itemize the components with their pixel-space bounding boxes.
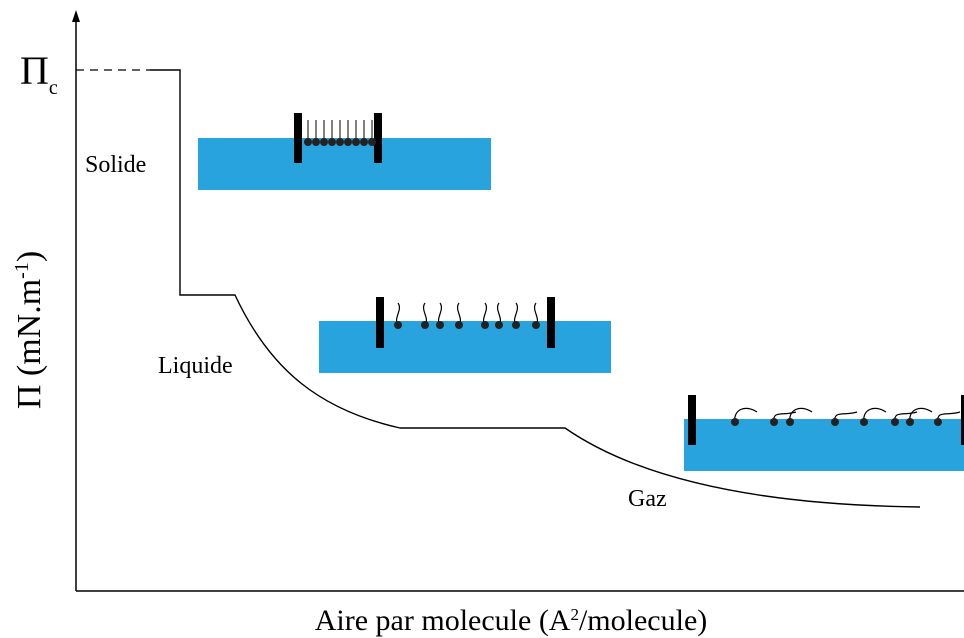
head [344,138,352,146]
head [495,321,503,329]
barrier [547,297,555,348]
label-main: Aire par molecule (A [315,604,571,637]
phase-label: Solide [85,152,146,178]
label-main: Π (mN.m [11,279,48,409]
head [421,321,429,329]
head [831,418,839,426]
head [934,418,942,426]
head [891,418,899,426]
superscript: -1 [11,262,33,279]
head [394,321,402,329]
barrier [376,297,384,348]
phase-label: Liquide [158,353,233,379]
gas-phase-illustration [684,395,964,471]
liquid-phase-illustration [319,297,611,373]
critical-pressure-label: Πc [20,48,58,99]
head [436,321,444,329]
y-axis-label: Π (mN.m-1) [11,251,48,409]
label-end: ) [11,251,48,262]
head [352,138,360,146]
head [731,418,739,426]
x-axis-label: Aire par molecule (A2/molecule) [315,604,708,637]
head [860,418,868,426]
head [336,138,344,146]
head [481,321,489,329]
molecules [304,120,376,146]
head [786,418,794,426]
barrier [374,113,382,163]
barrier [294,113,302,163]
head [512,321,520,329]
phase-label: Gaz [628,486,667,512]
symbol: Π [20,48,49,93]
head [532,321,540,329]
head [906,418,914,426]
head [368,138,376,146]
subscript: c [49,77,58,99]
head [312,138,320,146]
head [320,138,328,146]
y-axis-arrow [72,10,80,22]
barrier [688,395,696,445]
superscript: 2 [570,605,579,624]
head [328,138,336,146]
head [770,418,778,426]
head [360,138,368,146]
axes [72,10,964,591]
water [198,138,491,190]
water [684,419,964,471]
water [319,321,611,373]
head [304,138,312,146]
label-end: /molecule) [579,604,707,637]
diagram: Πc Solide Liquide Gaz Π (mN.m-1) Aire pa… [0,0,964,638]
head [455,321,463,329]
solid-phase-illustration [198,113,491,190]
